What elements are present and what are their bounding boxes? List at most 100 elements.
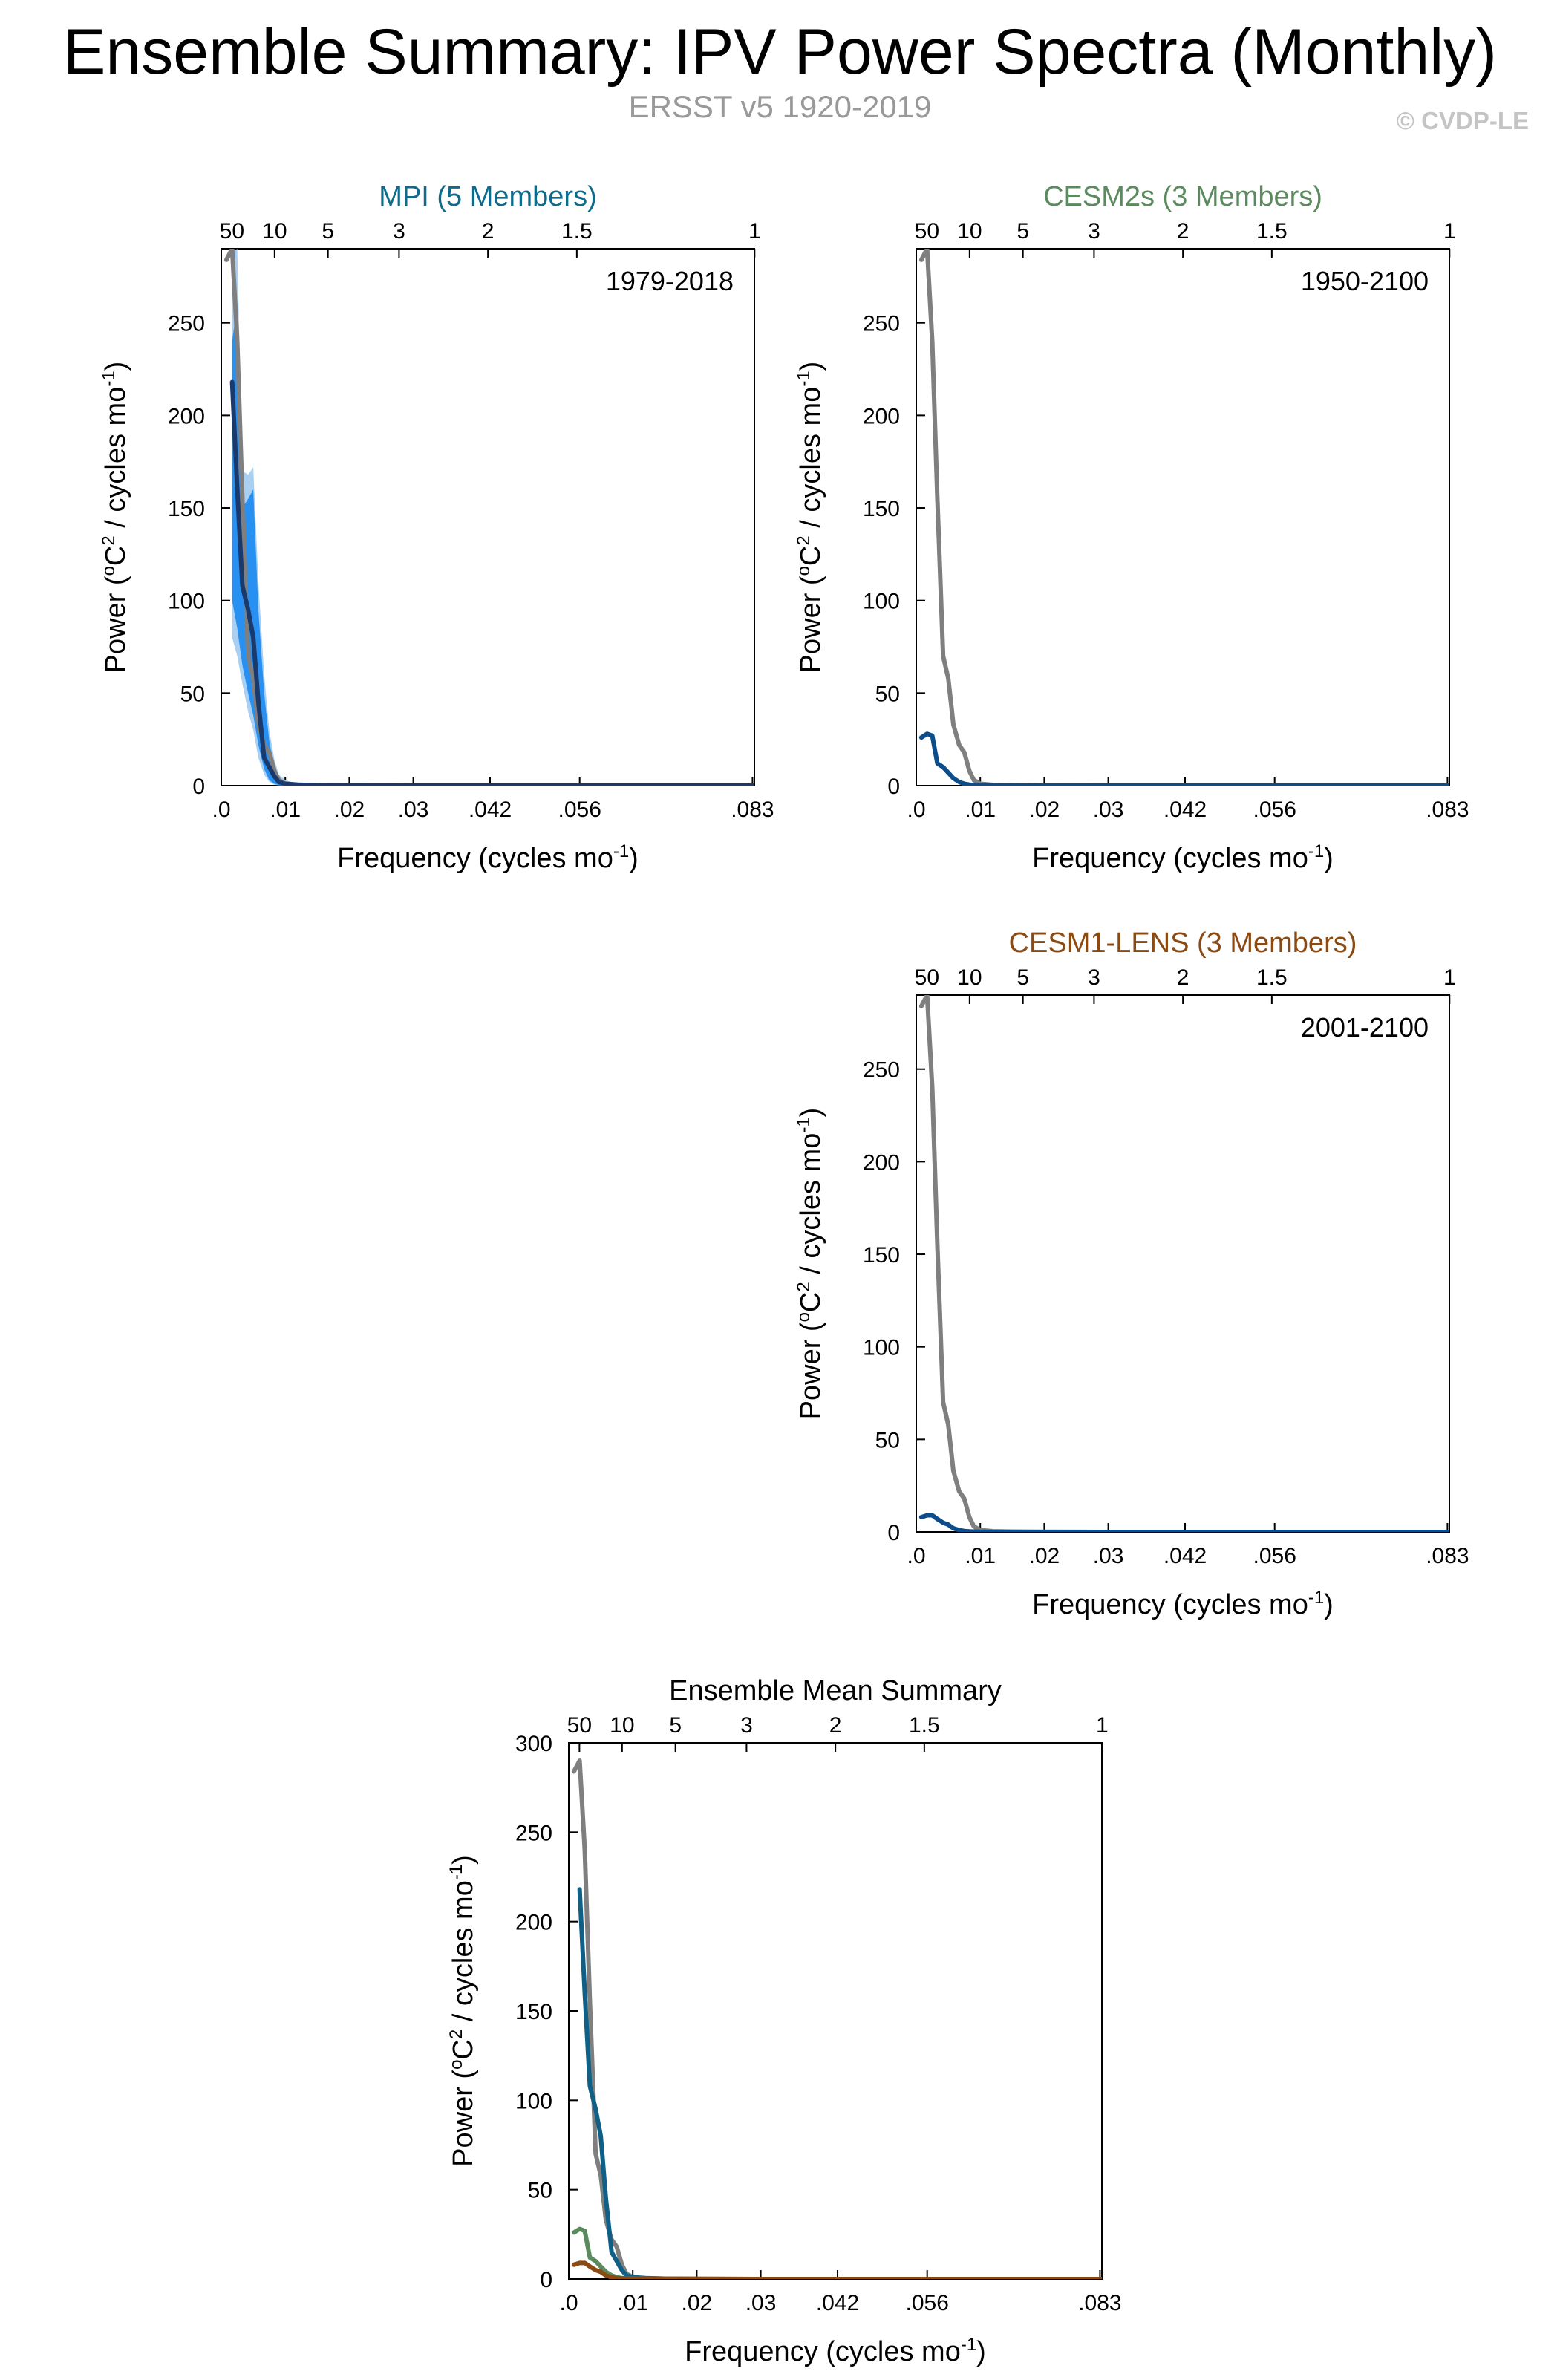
- x-tick-label: .056: [1253, 798, 1296, 822]
- x-tick-label: .03: [398, 798, 429, 822]
- series-line-obs: [571, 1758, 1102, 2279]
- x-tick-label: .083: [1426, 798, 1469, 822]
- period-tick-label: 10: [610, 1713, 634, 1738]
- x-tick-label: .02: [682, 2291, 713, 2315]
- plot-area: [918, 995, 1449, 1532]
- subtitle: ERSST v5 1920-2019: [628, 89, 932, 124]
- x-tick-label: .056: [905, 2291, 948, 2315]
- chart-cesm2: CESM2s (3 Members) 1950-2100 .0 .01 .02 .03 .0…: [794, 181, 1469, 874]
- series-line-cesm1_line: [918, 1513, 1449, 1532]
- main-title: Ensemble Summary: IPV Power Spectra (Mon…: [63, 16, 1497, 88]
- x-tick-label: .02: [334, 798, 365, 822]
- x-axis-label: Frequency (cycles mo-1): [337, 841, 639, 874]
- x-tick-label: .03: [745, 2291, 777, 2315]
- x-tick-label: .03: [1093, 1544, 1124, 1568]
- period-tick-label: 3: [740, 1713, 753, 1738]
- x-tick-label: .083: [731, 798, 774, 822]
- period-tick-label: 1: [1443, 219, 1456, 244]
- y-tick-label: 0: [540, 2268, 552, 2292]
- period-tick-label: 2: [1177, 965, 1189, 990]
- x-tick-label: .0: [907, 798, 925, 822]
- y-tick-label: 150: [515, 2000, 552, 2024]
- y-axis-label: Power (oC2 / cycles mo-1): [794, 362, 826, 674]
- x-tick-label: .01: [270, 798, 301, 822]
- y-tick-label: 100: [168, 590, 205, 614]
- x-tick-label: .056: [1253, 1544, 1296, 1568]
- series-line-cesm2_line: [918, 731, 1449, 786]
- x-tick-label: .01: [965, 798, 996, 822]
- x-tick-label: .03: [1093, 798, 1124, 822]
- chart-title: CESM1-LENS (3 Members): [1009, 927, 1357, 959]
- period-tick-label: 5: [1016, 965, 1029, 990]
- x-tick-label: .01: [965, 1544, 996, 1568]
- plot-frame: [568, 1742, 1103, 2280]
- series-line-obs: [918, 995, 1449, 1532]
- y-tick-label: 250: [168, 312, 205, 336]
- x-tick-label: .01: [617, 2291, 648, 2315]
- y-tick-label: 100: [863, 1336, 900, 1360]
- period-tick-label: 3: [1088, 965, 1100, 990]
- y-tick-label: 50: [875, 1428, 900, 1453]
- x-tick-label: .042: [816, 2291, 859, 2315]
- y-tick-label: 250: [863, 312, 900, 336]
- period-tick-label: 10: [262, 219, 287, 244]
- period-tick-label: 3: [1088, 219, 1100, 244]
- period-tick-label: 5: [669, 1713, 682, 1738]
- y-tick-label: 150: [863, 497, 900, 521]
- series-line-mpi: [577, 1887, 1102, 2279]
- chart-title: Ensemble Mean Summary: [669, 1675, 1002, 1706]
- plot-area: [918, 249, 1449, 786]
- plot-area: [571, 1758, 1102, 2279]
- period-tick-label: 50: [220, 219, 244, 244]
- plot-frame: [916, 994, 1450, 1533]
- x-tick-label: .083: [1078, 2291, 1121, 2315]
- x-axis-label: Frequency (cycles mo-1): [1032, 841, 1334, 874]
- spread-band-inner: [232, 304, 754, 786]
- chart-title: MPI (5 Members): [379, 181, 596, 212]
- plot-area: [223, 249, 754, 786]
- series-line-obs: [918, 249, 1449, 786]
- x-axis-label: Frequency (cycles mo-1): [685, 2335, 986, 2367]
- period-tick-label: 2: [1177, 219, 1189, 244]
- period-label: 2001-2100: [1301, 1012, 1429, 1043]
- chart-ensmean: Ensemble Mean Summary .0 .01 .02 .03 .042 .056…: [446, 1675, 1122, 2367]
- x-tick-label: .0: [559, 2291, 578, 2315]
- period-tick-label: 10: [957, 219, 982, 244]
- period-tick-label: 1.5: [561, 219, 593, 244]
- x-tick-label: .083: [1426, 1544, 1469, 1568]
- y-tick-label: 0: [192, 775, 205, 799]
- chart-mpi: MPI (5 Members) 1979-2018 .0 .01 .02 .03 .042.…: [99, 181, 774, 874]
- period-tick-label: 5: [322, 219, 334, 244]
- y-tick-label: 200: [515, 1911, 552, 1935]
- y-tick-label: 50: [180, 682, 205, 706]
- y-tick-label: 200: [168, 404, 205, 428]
- period-tick-label: 50: [915, 219, 939, 244]
- period-tick-label: 2: [829, 1713, 842, 1738]
- x-tick-label: .042: [1164, 798, 1207, 822]
- chart-cesm1: CESM1-LENS (3 Members) 2001-2100 .0 .01 .02.…: [794, 927, 1469, 1620]
- y-tick-label: 250: [863, 1058, 900, 1083]
- period-label: 1979-2018: [606, 266, 734, 296]
- plot-frame: [221, 248, 755, 786]
- period-tick-label: 1.5: [1256, 965, 1288, 990]
- y-tick-label: 300: [515, 1732, 552, 1756]
- period-tick-label: 5: [1016, 219, 1029, 244]
- period-tick-label: 1: [1443, 965, 1456, 990]
- y-tick-label: 100: [863, 590, 900, 614]
- y-tick-label: 0: [887, 775, 900, 799]
- period-tick-label: 1: [1096, 1713, 1109, 1738]
- y-tick-label: 100: [515, 2089, 552, 2113]
- spread-band-outer: [232, 249, 754, 786]
- x-tick-label: .042: [469, 798, 512, 822]
- period-tick-label: 3: [393, 219, 405, 244]
- series-line-cesm1: [571, 2260, 1102, 2279]
- y-axis-label: Power (oC2 / cycles mo-1): [446, 1855, 479, 2167]
- y-tick-label: 200: [863, 1150, 900, 1175]
- y-tick-label: 250: [515, 1821, 552, 1845]
- x-tick-label: .042: [1164, 1544, 1207, 1568]
- y-tick-label: 200: [863, 404, 900, 428]
- period-tick-label: 1: [748, 219, 761, 244]
- x-axis-label: Frequency (cycles mo-1): [1032, 1588, 1334, 1620]
- period-tick-label: 2: [482, 219, 495, 244]
- y-tick-label: 150: [168, 497, 205, 521]
